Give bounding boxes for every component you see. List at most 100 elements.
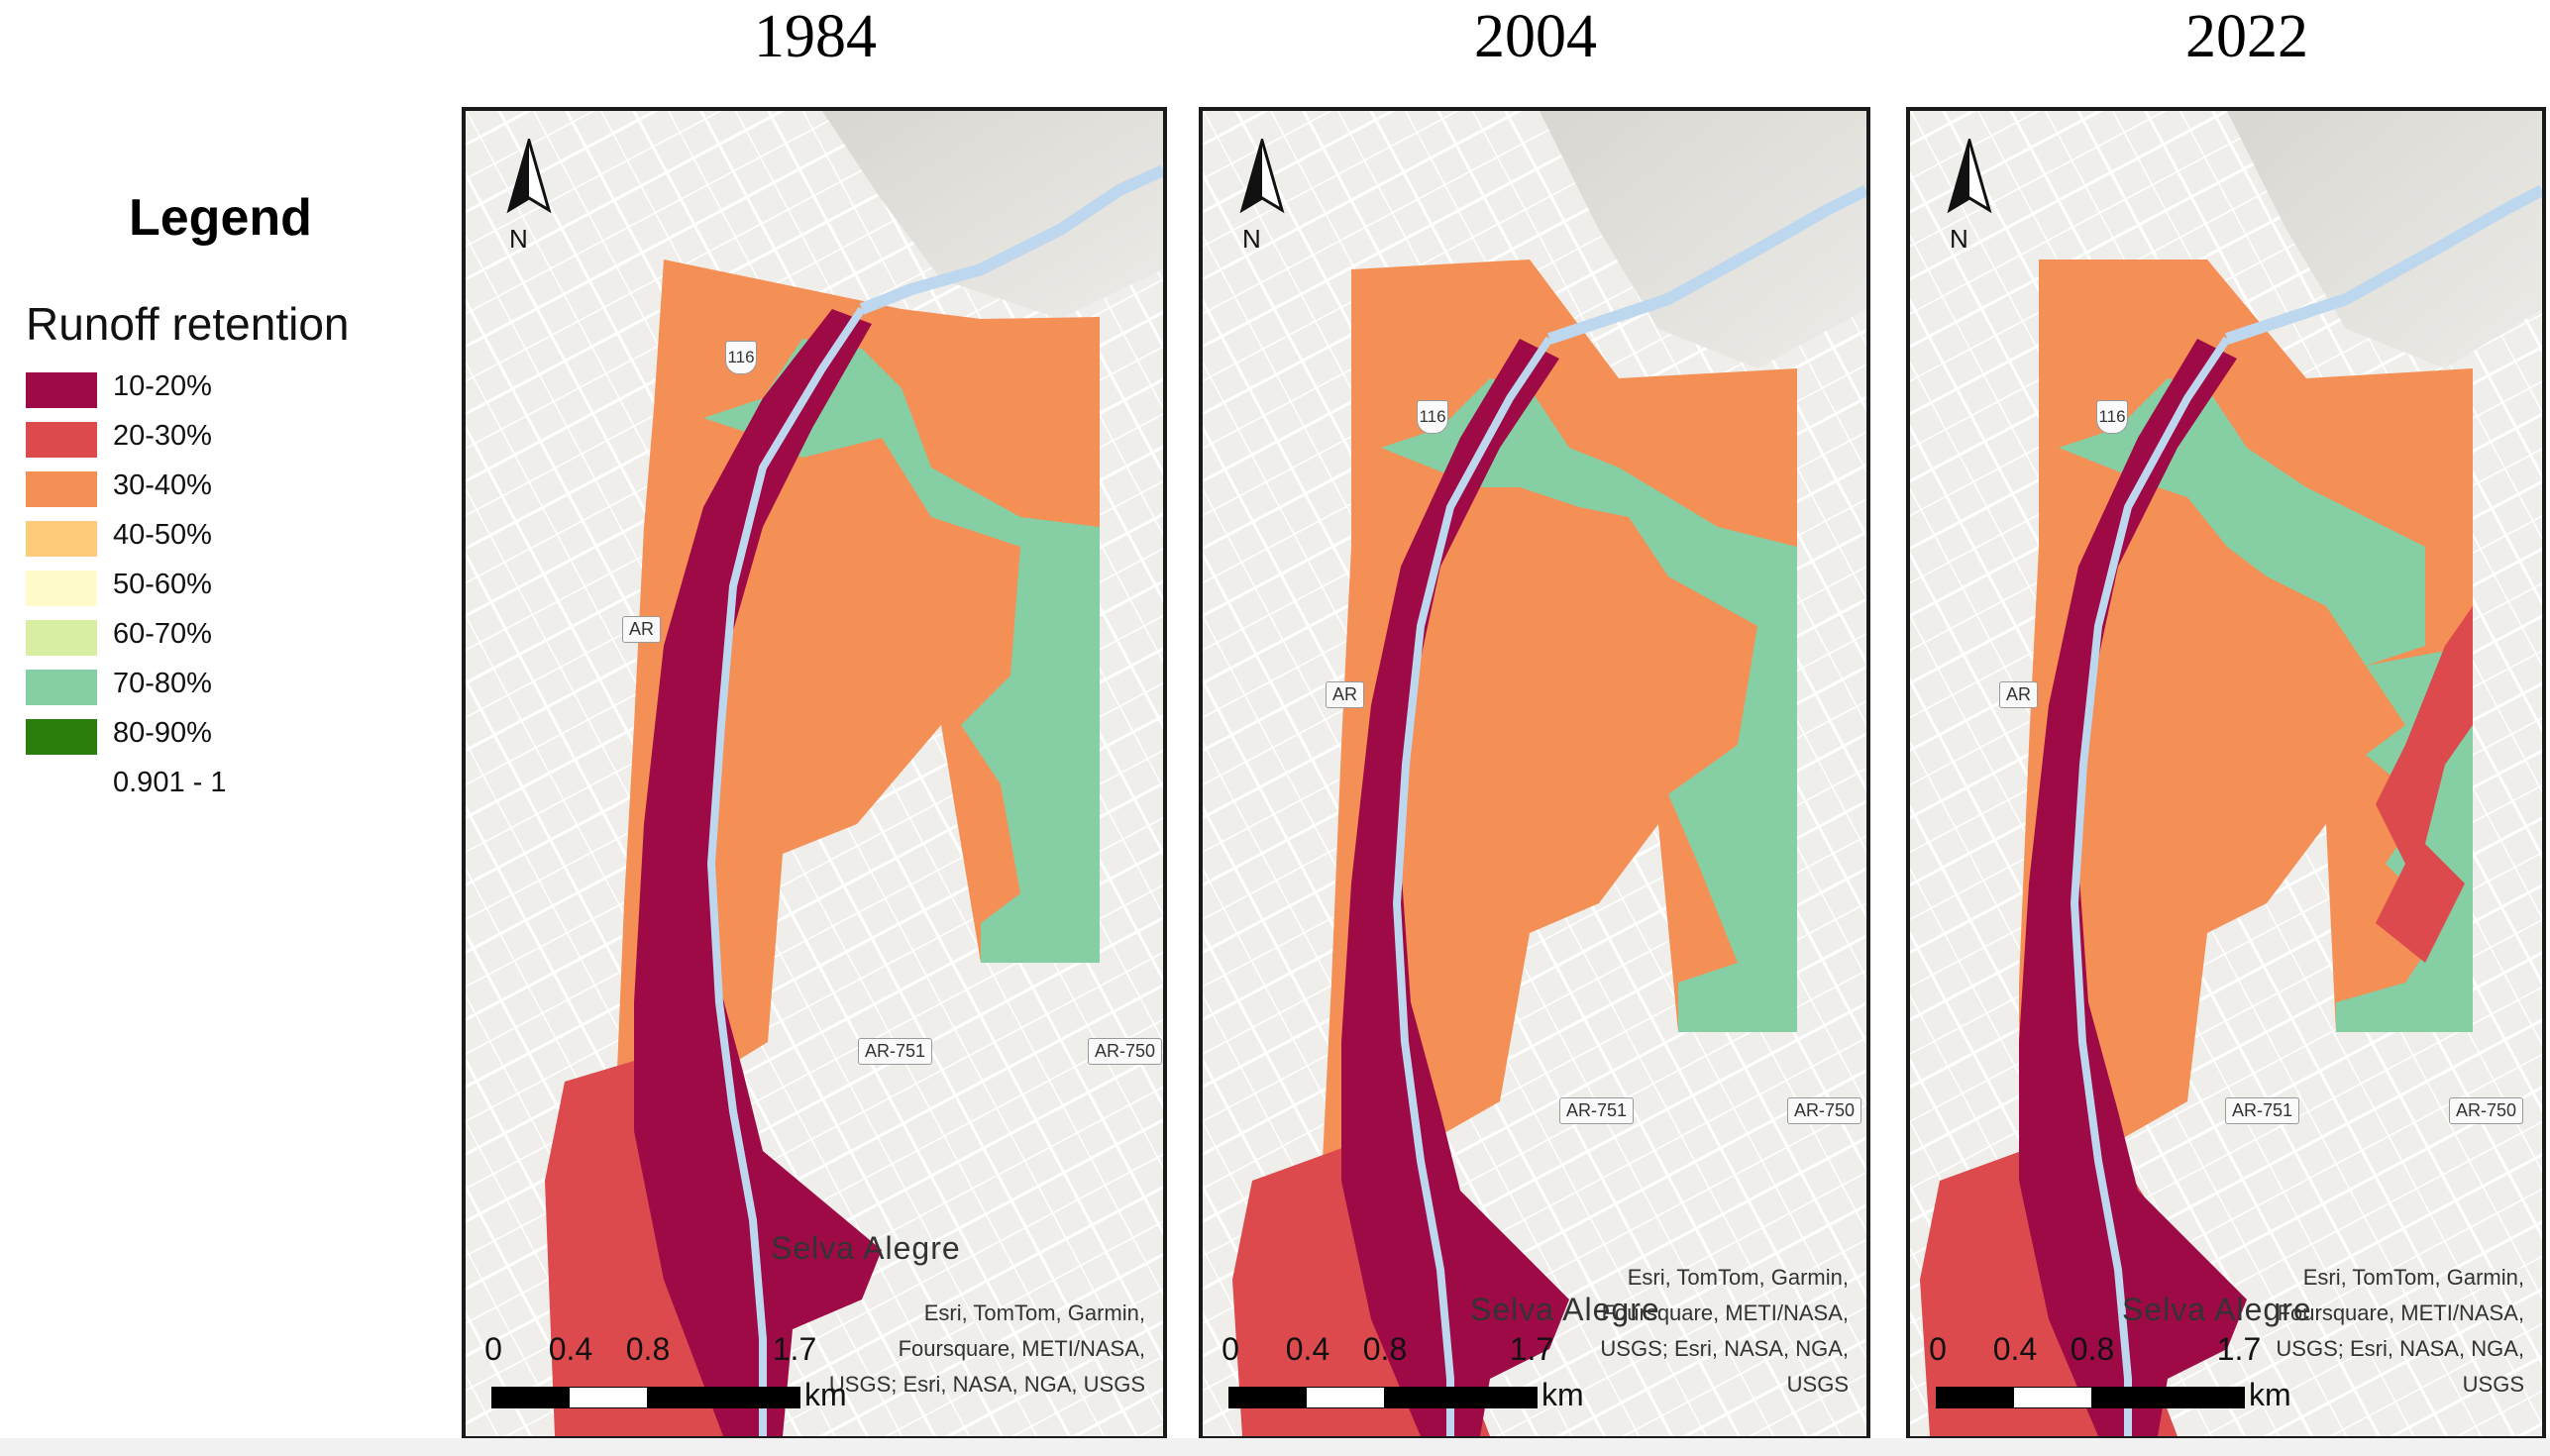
legend-label: 70-80% [113, 668, 212, 699]
north-label: N [1242, 224, 1261, 254]
basemap-hills [2227, 111, 2542, 368]
legend-label: 10-20% [113, 370, 212, 402]
road-label-116: 116 [725, 341, 757, 374]
legend-swatch [26, 769, 97, 804]
bottom-strip [0, 1438, 2550, 1456]
place-label: Selva Alegre [2122, 1292, 2312, 1327]
north-arrow-icon: N [1232, 139, 1292, 254]
scale-bar-segment [570, 1388, 647, 1407]
legend-label: 40-50% [113, 519, 212, 551]
zone-10-20 [634, 309, 882, 1436]
north-label: N [1950, 224, 1968, 254]
road-label-ar-751: AR-751 [2225, 1097, 2300, 1124]
panel-title-2004: 2004 [1474, 3, 1597, 70]
scale-unit: km [804, 1377, 847, 1412]
scale-tick: 1.7 [1509, 1331, 1554, 1367]
scale-bar: 0 0.4 0.8 1.7 km [1929, 1331, 2332, 1420]
legend-label: 80-90% [113, 717, 212, 749]
attribution-line: Esri, TomTom, Garmin, [923, 1300, 1145, 1325]
scale-bar-body [1228, 1387, 1538, 1408]
scale-tick: 0 [1222, 1331, 1239, 1367]
river [2070, 336, 2231, 1436]
north-arrow-icon: N [1940, 139, 1999, 254]
map-attribution: Esri, TomTom, Garmin, Foursquare, METI/N… [1600, 1260, 1849, 1403]
legend-swatch [26, 471, 97, 507]
legend-swatch [26, 620, 97, 656]
attribution-line: Foursquare, METI/NASA, [1601, 1300, 1849, 1325]
river-upstream [859, 164, 1163, 315]
legend-swatch [26, 571, 97, 606]
scale-bar: 0 0.4 0.8 1.7 km [1222, 1331, 1625, 1420]
scale-unit: km [2249, 1377, 2291, 1412]
legend-swatch [26, 719, 97, 755]
zone-10-20 [2019, 339, 2247, 1436]
scale-tick: 1.7 [772, 1331, 817, 1367]
legend-subtitle: Runoff retention [26, 298, 350, 350]
zone-70-80 [1381, 378, 1797, 1032]
attribution-line: USGS [2462, 1372, 2524, 1397]
basemap-hills [1540, 111, 1866, 368]
road-label-ar: AR [1326, 681, 1365, 708]
scale-tick: 0.4 [548, 1331, 593, 1367]
scale-bar-body [1936, 1387, 2245, 1408]
river-upstream [1547, 184, 1866, 345]
attribution-line: Foursquare, METI/NASA, [2277, 1300, 2524, 1325]
legend-label: 30-40% [113, 469, 212, 501]
legend-title: Legend [129, 189, 312, 247]
scale-bar-body [491, 1387, 800, 1408]
legend-label: 0.901 - 1 [113, 767, 227, 798]
north-label: N [509, 224, 528, 254]
legend-swatch [26, 422, 97, 458]
scale-bar: 0 0.4 0.8 1.7 km [484, 1331, 888, 1420]
river-upstream [2225, 184, 2542, 345]
road-label-116: 116 [2096, 400, 2128, 434]
attribution-line: Esri, TomTom, Garmin, [2302, 1265, 2524, 1290]
scale-tick: 0.4 [1285, 1331, 1330, 1367]
place-label: Selva Alegre [771, 1230, 961, 1266]
scale-bar-segment [1307, 1388, 1384, 1407]
scale-bar-segment [2014, 1388, 2091, 1407]
scale-tick: 0.8 [2070, 1331, 2115, 1367]
panel-title-1984: 1984 [754, 3, 877, 70]
legend-label: 20-30% [113, 420, 212, 452]
legend-label: 50-60% [113, 569, 212, 600]
basemap-hills [822, 111, 1163, 319]
north-arrow-icon: N [499, 139, 559, 254]
scale-tick: 0.8 [1362, 1331, 1408, 1367]
map-attribution: Esri, TomTom, Garmin, Foursquare, METI/N… [829, 1296, 1145, 1403]
attribution-line: USGS; Esri, NASA, NGA, [2276, 1336, 2524, 1361]
road-label-ar-751: AR-751 [858, 1038, 933, 1065]
legend-swatch [26, 670, 97, 705]
scale-tick: 0 [1929, 1331, 1947, 1367]
map-panel-1984[interactable]: N 116 AR AR-751 AR-750 Selva Alegre Esri… [462, 107, 1167, 1440]
place-label: Selva Alegre [1470, 1292, 1660, 1327]
scale-tick: 0 [484, 1331, 502, 1367]
north-arrow-graphic [1947, 139, 1992, 214]
attribution-line: USGS; Esri, NASA, NGA, [1600, 1336, 1849, 1361]
map-panel-2004[interactable]: N 116 AR AR-751 AR-750 Selva Alegre Esri… [1199, 107, 1870, 1440]
zone-20-30-east [2376, 606, 2473, 963]
map-attribution: Esri, TomTom, Garmin, Foursquare, METI/N… [2276, 1260, 2524, 1403]
legend-swatch [26, 521, 97, 557]
attribution-line: Foursquare, METI/NASA, [898, 1336, 1145, 1361]
river [1392, 336, 1553, 1436]
road-label-ar-751: AR-751 [1559, 1097, 1635, 1124]
road-label-ar-750: AR-750 [1088, 1038, 1163, 1065]
attribution-line: USGS; Esri, NASA, NGA, USGS [828, 1372, 1145, 1397]
scale-tick: 1.7 [2216, 1331, 2262, 1367]
legend-swatch [26, 372, 97, 408]
road-label-ar: AR [1999, 681, 2039, 708]
map-panel-2022[interactable]: N 116 AR AR-751 AR-750 Selva Alegre Esri… [1906, 107, 2546, 1440]
scale-tick: 0.4 [1992, 1331, 2038, 1367]
road-label-116: 116 [1417, 400, 1448, 434]
legend-label: 60-70% [113, 618, 212, 650]
north-arrow-graphic [1239, 139, 1285, 214]
scale-unit: km [1541, 1377, 1584, 1412]
map-canvas [466, 111, 1163, 1436]
panel-title-2022: 2022 [2185, 3, 2308, 70]
road-label-ar: AR [622, 616, 662, 643]
river [706, 306, 866, 1436]
scale-tick: 0.8 [625, 1331, 671, 1367]
zone-10-20 [1341, 339, 1569, 1436]
attribution-line: USGS [1786, 1372, 1849, 1397]
